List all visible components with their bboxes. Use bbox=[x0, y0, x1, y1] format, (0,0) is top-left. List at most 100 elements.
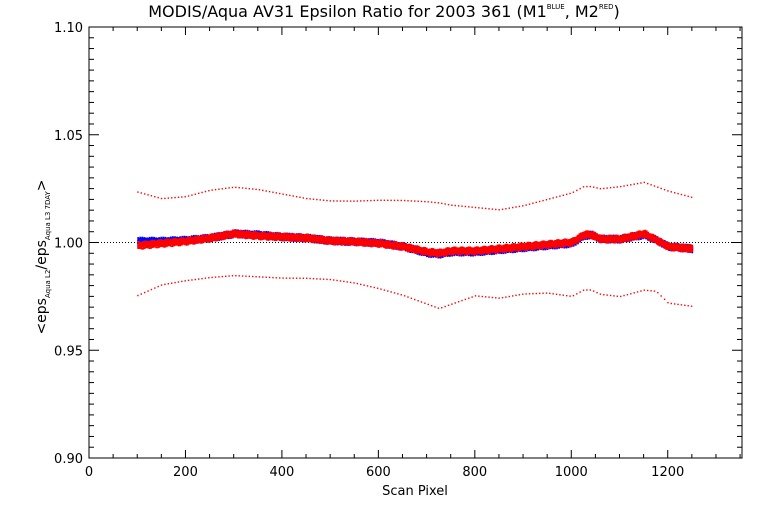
data-point bbox=[677, 243, 680, 245]
bound-point-lower bbox=[302, 277, 305, 279]
bound-point-lower bbox=[592, 290, 595, 292]
bound-point-lower bbox=[160, 284, 163, 286]
bound-point-upper bbox=[187, 195, 190, 197]
bound-point-lower bbox=[150, 288, 153, 291]
bound-point-upper bbox=[289, 194, 291, 197]
bound-point-upper bbox=[447, 203, 450, 206]
bound-point-upper bbox=[302, 197, 305, 199]
bound-point-lower bbox=[235, 274, 237, 277]
data-point bbox=[477, 253, 480, 256]
bound-point-upper bbox=[461, 205, 463, 207]
data-point bbox=[177, 244, 180, 247]
data-point bbox=[451, 254, 453, 257]
bound-point-upper bbox=[390, 199, 392, 202]
bound-point-lower bbox=[468, 297, 470, 299]
bound-point-lower bbox=[673, 303, 676, 305]
bound-point-upper bbox=[586, 185, 588, 188]
bound-point-upper bbox=[160, 197, 163, 200]
data-point bbox=[166, 238, 168, 241]
data-point bbox=[222, 238, 225, 241]
bound-point-upper bbox=[393, 199, 396, 202]
data-point bbox=[157, 240, 160, 242]
bound-point-lower bbox=[677, 303, 679, 306]
bound-point-upper bbox=[609, 187, 612, 189]
data-point bbox=[469, 253, 472, 256]
bound-point-upper bbox=[356, 200, 359, 202]
bound-point-lower bbox=[511, 295, 514, 297]
data-point bbox=[511, 251, 514, 254]
data-point bbox=[217, 232, 220, 234]
bound-point-upper bbox=[245, 187, 247, 190]
bound-point-lower bbox=[343, 280, 345, 283]
data-point bbox=[563, 246, 566, 249]
bound-point-upper bbox=[572, 191, 575, 193]
data-point bbox=[218, 231, 221, 234]
bound-point-lower bbox=[667, 301, 669, 304]
bound-point-lower bbox=[211, 276, 213, 279]
bound-point-lower bbox=[306, 277, 308, 280]
bound-point-upper bbox=[522, 205, 524, 207]
bound-point-lower bbox=[549, 292, 551, 295]
bound-point-lower bbox=[248, 275, 251, 278]
bound-point-lower bbox=[586, 289, 588, 291]
bound-point-lower bbox=[363, 284, 365, 286]
bound-point-upper bbox=[164, 197, 166, 200]
bound-point-lower bbox=[255, 276, 257, 278]
bound-point-lower bbox=[680, 304, 683, 306]
bound-point-upper bbox=[268, 190, 271, 193]
data-point bbox=[166, 244, 169, 247]
bound-point-upper bbox=[235, 186, 237, 189]
data-point bbox=[383, 239, 386, 242]
data-point bbox=[292, 240, 295, 242]
bound-point-lower bbox=[204, 277, 207, 279]
bound-point-upper bbox=[208, 189, 210, 192]
data-point bbox=[586, 238, 589, 240]
data-point bbox=[572, 244, 575, 247]
bound-point-upper bbox=[542, 199, 544, 202]
data-point bbox=[416, 252, 419, 255]
bound-point-upper bbox=[292, 195, 294, 197]
data-point bbox=[514, 251, 516, 254]
data-point bbox=[206, 240, 209, 243]
bound-point-upper bbox=[339, 200, 342, 202]
data-point bbox=[223, 236, 226, 239]
bound-point-upper bbox=[640, 182, 642, 184]
bound-point-upper bbox=[545, 199, 548, 201]
bound-point-lower bbox=[353, 282, 355, 284]
bound-point-lower bbox=[562, 294, 564, 296]
bound-point-lower bbox=[498, 297, 500, 299]
data-point bbox=[446, 255, 449, 257]
bound-point-lower bbox=[228, 275, 230, 277]
data-point bbox=[187, 237, 190, 240]
data-point bbox=[218, 238, 221, 241]
data-point bbox=[183, 235, 186, 238]
bound-point-lower bbox=[387, 290, 389, 292]
data-point bbox=[469, 254, 472, 257]
data-point bbox=[432, 255, 435, 258]
bound-point-upper bbox=[576, 189, 578, 192]
bound-point-lower bbox=[275, 277, 278, 279]
data-point bbox=[175, 238, 178, 240]
bound-point-lower bbox=[147, 290, 149, 292]
bound-point-upper bbox=[285, 194, 288, 196]
data-point bbox=[458, 254, 461, 257]
bound-point-lower bbox=[214, 276, 217, 278]
data-point bbox=[211, 233, 213, 236]
bound-point-lower bbox=[346, 281, 348, 283]
bound-point-upper bbox=[687, 195, 689, 198]
data-point bbox=[165, 239, 168, 242]
bound-point-upper bbox=[532, 202, 534, 204]
data-point bbox=[181, 240, 184, 243]
title-sup-m1: BLUE bbox=[546, 3, 565, 11]
data-point bbox=[502, 252, 505, 255]
bound-point-lower bbox=[349, 281, 352, 284]
data-point bbox=[367, 244, 370, 247]
data-point bbox=[190, 236, 192, 239]
data-point bbox=[430, 256, 433, 258]
bound-point-lower bbox=[177, 281, 180, 283]
data-point bbox=[154, 244, 157, 247]
bound-point-upper bbox=[538, 200, 541, 203]
bound-point-upper bbox=[667, 190, 669, 192]
bound-point-upper bbox=[231, 186, 234, 189]
bound-point-upper bbox=[660, 187, 662, 190]
